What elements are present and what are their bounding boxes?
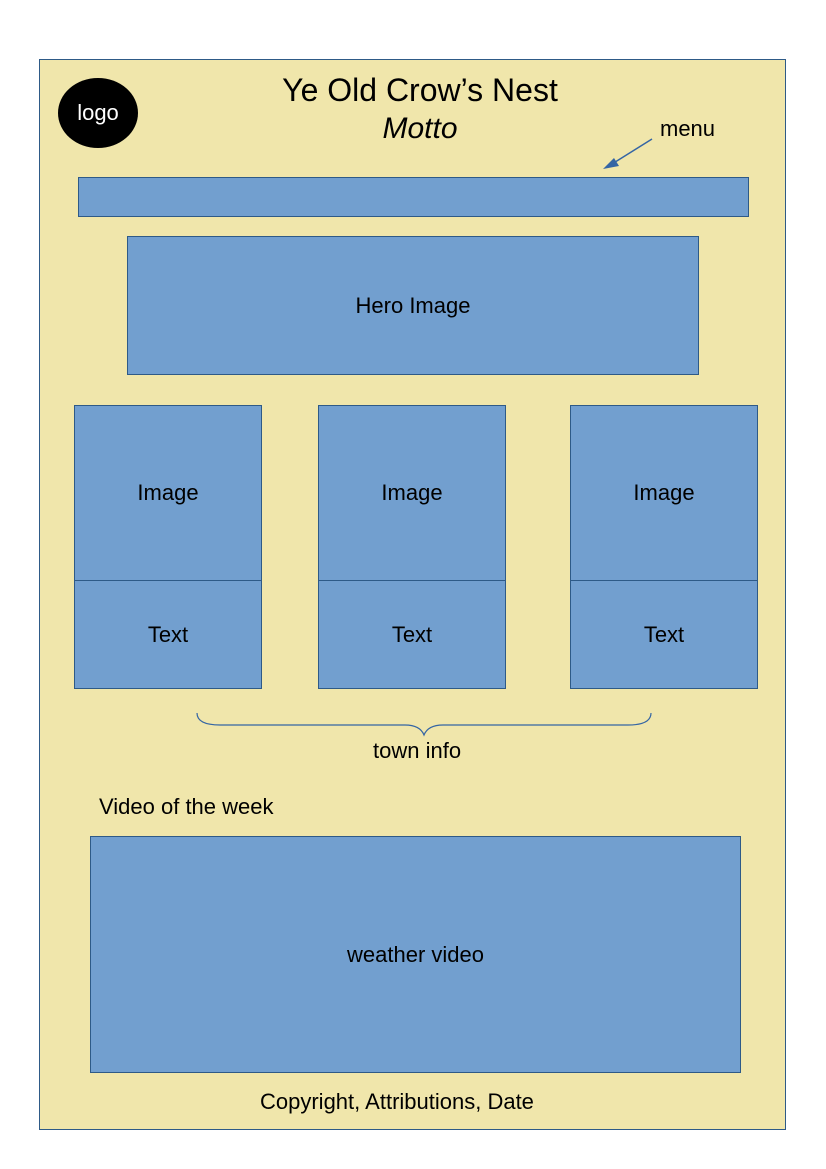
- card-image: Image: [570, 405, 758, 581]
- site-motto: Motto: [382, 112, 458, 145]
- town-info-card-2[interactable]: Image Text: [318, 405, 506, 689]
- hero-image: Hero Image: [127, 236, 699, 375]
- town-info-card-3[interactable]: Image Text: [570, 405, 758, 689]
- weather-video-label: weather video: [347, 941, 484, 967]
- card-image-label: Image: [137, 480, 199, 505]
- card-text: Text: [74, 580, 262, 689]
- card-image-label: Image: [381, 480, 443, 505]
- card-text: Text: [318, 580, 506, 689]
- footer-text: Copyright, Attributions, Date: [260, 1089, 534, 1114]
- card-text: Text: [570, 580, 758, 689]
- menu-bar[interactable]: [78, 177, 749, 217]
- video-section-title: Video of the week: [99, 794, 274, 819]
- menu-arrow-icon: [603, 138, 653, 169]
- card-text-label: Text: [643, 621, 685, 647]
- site-title: Ye Old Crow’s Nest: [282, 72, 558, 108]
- curly-brace-icon: [196, 712, 652, 737]
- card-image-label: Image: [633, 480, 695, 505]
- hero-image-label: Hero Image: [355, 292, 471, 318]
- weather-video[interactable]: weather video: [90, 836, 741, 1073]
- card-text-label: Text: [391, 621, 433, 647]
- card-image: Image: [74, 405, 262, 581]
- town-info-card-1[interactable]: Image Text: [74, 405, 262, 689]
- card-text-label: Text: [147, 621, 189, 647]
- logo[interactable]: logo: [58, 78, 138, 148]
- logo-label: logo: [77, 100, 119, 125]
- card-image: Image: [318, 405, 506, 581]
- menu-annotation: menu: [660, 116, 716, 141]
- town-info-annotation: town info: [373, 738, 462, 763]
